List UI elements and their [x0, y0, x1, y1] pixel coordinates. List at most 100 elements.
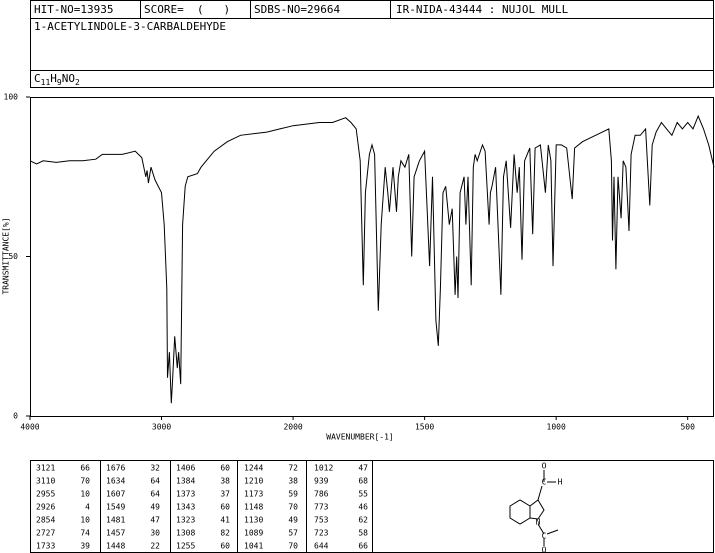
peak-wavenumber: 786 — [314, 490, 329, 499]
peak-transmittance: 68 — [358, 477, 368, 486]
formula-subscript: 11 — [41, 78, 51, 87]
peak-transmittance: 47 — [150, 516, 160, 525]
peak-wavenumber: 1634 — [106, 477, 125, 486]
peak-transmittance: 74 — [80, 529, 90, 538]
peak-wavenumber: 1041 — [244, 542, 263, 551]
peak-transmittance: 10 — [80, 490, 90, 499]
peak-transmittance: 57 — [288, 529, 298, 538]
peak-wavenumber: 1255 — [176, 542, 195, 551]
score: SCORE= ( ) — [144, 3, 230, 16]
peak-transmittance: 4 — [85, 503, 90, 512]
peak-transmittance: 58 — [358, 529, 368, 538]
x-tick-label: 1500 — [415, 423, 434, 432]
atom-label: N — [536, 518, 541, 527]
peak-wavenumber: 1373 — [176, 490, 195, 499]
peak-wavenumber: 1676 — [106, 464, 125, 473]
peak-wavenumber: 2727 — [36, 529, 55, 538]
atom-label: O — [542, 546, 547, 553]
peak-transmittance: 38 — [288, 477, 298, 486]
peak-transmittance: 72 — [288, 464, 298, 473]
peak-transmittance: 64 — [150, 490, 160, 499]
peak-wavenumber: 3110 — [36, 477, 55, 486]
peak-transmittance: 47 — [358, 464, 368, 473]
peak-transmittance: 46 — [358, 503, 368, 512]
peak-transmittance: 37 — [220, 490, 230, 499]
peak-transmittance: 66 — [80, 464, 90, 473]
formula-element: NO — [62, 72, 75, 85]
peak-transmittance: 59 — [288, 490, 298, 499]
formula-subscript: 9 — [57, 78, 62, 87]
peak-wavenumber: 773 — [314, 503, 329, 512]
peak-wavenumber: 1457 — [106, 529, 125, 538]
peak-transmittance: 38 — [220, 477, 230, 486]
peak-transmittance: 55 — [358, 490, 368, 499]
peak-wavenumber: 723 — [314, 529, 329, 538]
x-tick-label: 1000 — [547, 423, 566, 432]
peak-transmittance: 41 — [220, 516, 230, 525]
peak-transmittance: 10 — [80, 516, 90, 525]
peak-transmittance: 82 — [220, 529, 230, 538]
method: IR-NIDA-43444 : NUJOL MULL — [396, 3, 569, 16]
atom-label: H — [558, 478, 563, 487]
peak-wavenumber: 1549 — [106, 503, 125, 512]
peak-transmittance: 60 — [220, 464, 230, 473]
atom-label: O — [542, 462, 547, 471]
peak-transmittance: 60 — [220, 503, 230, 512]
atom-label: C — [542, 532, 547, 541]
formula-subscript: 2 — [75, 78, 80, 87]
peak-transmittance: 64 — [150, 477, 160, 486]
peak-wavenumber: 1148 — [244, 503, 263, 512]
peak-transmittance: 32 — [150, 464, 160, 473]
peak-wavenumber: 1244 — [244, 464, 263, 473]
peak-wavenumber: 1481 — [106, 516, 125, 525]
peak-wavenumber: 644 — [314, 542, 329, 551]
peak-wavenumber: 1733 — [36, 542, 55, 551]
peak-wavenumber: 2854 — [36, 516, 55, 525]
peak-wavenumber: 1323 — [176, 516, 195, 525]
y-tick-label: 100 — [4, 93, 19, 102]
peak-wavenumber: 1210 — [244, 477, 263, 486]
compound-name: 1-ACETYLINDOLE-3-CARBALDEHYDE — [34, 20, 226, 33]
peak-transmittance: 60 — [220, 542, 230, 551]
x-tick-label: 2000 — [283, 423, 302, 432]
x-tick-label: 500 — [680, 423, 695, 432]
bond — [537, 485, 543, 501]
peak-transmittance: 30 — [150, 529, 160, 538]
peak-transmittance: 49 — [150, 503, 160, 512]
peak-transmittance: 66 — [358, 542, 368, 551]
y-tick-label: 50 — [8, 252, 18, 261]
peak-wavenumber: 1343 — [176, 503, 195, 512]
peak-wavenumber: 3121 — [36, 464, 55, 473]
y-axis-label: TRANSMITTANCE[%] — [2, 217, 11, 294]
peak-wavenumber: 2955 — [36, 490, 55, 499]
bond — [546, 529, 559, 535]
peak-wavenumber: 1012 — [314, 464, 333, 473]
peak-wavenumber: 1308 — [176, 529, 195, 538]
spectrum-line — [29, 114, 715, 404]
peak-wavenumber: 1448 — [106, 542, 125, 551]
plot-frame — [30, 97, 714, 417]
x-axis-label: WAVENUMBER[-1] — [326, 433, 393, 442]
peak-transmittance: 39 — [80, 542, 90, 551]
sdbs-no: SDBS-NO=29664 — [254, 3, 340, 16]
benzene-ring — [509, 499, 531, 525]
formula-element: C — [34, 72, 41, 85]
peak-wavenumber: 1406 — [176, 464, 195, 473]
formula-element: H — [50, 72, 57, 85]
peak-transmittance: 70 — [288, 503, 298, 512]
peak-wavenumber: 939 — [314, 477, 329, 486]
peak-wavenumber: 1130 — [244, 516, 263, 525]
peak-wavenumber: 1607 — [106, 490, 125, 499]
peak-transmittance: 70 — [288, 542, 298, 551]
peak-transmittance: 62 — [358, 516, 368, 525]
x-tick-label: 3000 — [152, 423, 171, 432]
peak-transmittance: 70 — [80, 477, 90, 486]
peak-wavenumber: 753 — [314, 516, 329, 525]
hit-no: HIT-NO=13935 — [34, 3, 113, 16]
peak-wavenumber: 2926 — [36, 503, 55, 512]
x-tick-label: 4000 — [20, 423, 39, 432]
atom-label: C — [542, 478, 547, 487]
bond — [537, 523, 545, 535]
